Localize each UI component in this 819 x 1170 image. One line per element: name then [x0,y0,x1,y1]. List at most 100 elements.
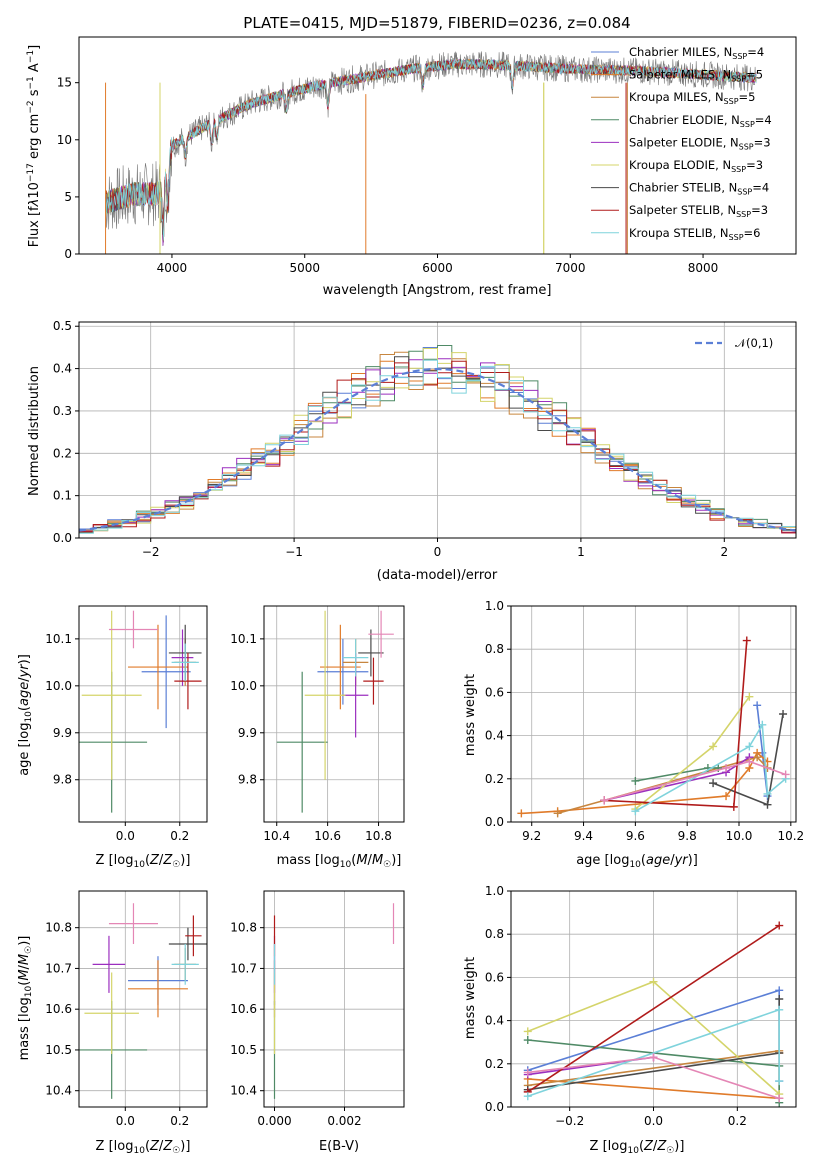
legend-entry: Chabrier ELODIE, NSSP=4 [629,113,772,129]
x-tick-label: 9.4 [574,829,593,843]
x-tick-label: 0.0 [644,1114,663,1128]
x-tick-label: 0.2 [170,1114,189,1128]
legend-count: =4 [755,113,772,127]
panel7-xlabel: E(B-V) [319,1139,359,1154]
weight-marker [753,701,762,710]
panel3-ylabel: age [log10(age/yr)] [17,654,34,776]
weight-marker [745,742,754,751]
weight-marker [631,776,640,785]
weight-marker [523,1092,532,1101]
plot-area [79,345,796,536]
gaussian-curve [79,367,796,532]
legend-sub: SSP [737,188,752,197]
weight-line [634,696,751,810]
y-tick-label: 10.0 [230,679,257,693]
x-tick-label: 9.8 [678,829,697,843]
y-tick-label: 10.4 [45,1084,72,1098]
legend-entry: Salpeter MILES, NSSP=5 [629,68,763,84]
y-tick-label: 10.6 [45,1002,72,1016]
weight-marker [722,764,731,772]
y-tick-label: 10.0 [45,679,72,693]
y-tick-label: 0.0 [485,815,504,829]
legend-entry: Salpeter ELODIE, NSSP=3 [629,135,771,151]
y-tick-label: 15 [57,76,72,90]
y-tick-label: 0.1 [53,489,72,503]
y-tick-label: 5 [64,190,72,204]
panel8-ylabel: mass weight [463,957,478,1039]
panel-3-frame [263,605,405,823]
y-tick-label: 0.2 [485,772,504,786]
y-tick-label: 0.0 [53,531,72,545]
weight-marker [649,1053,658,1062]
weight-marker [775,1005,784,1014]
legend-sub: SSP [732,52,747,61]
panel2-xlabel: (data-model)/error [377,568,498,583]
weight-line [604,760,786,802]
weight-marker [775,995,784,1003]
x-tick-label: 0.0 [116,1114,135,1128]
panel2-ylabel: Normed distribution [27,366,42,496]
legend-count: =4 [747,45,764,59]
legend-entry: Kroupa MILES, NSSP=5 [629,90,755,106]
x-tick-label: 0.002 [327,1114,361,1128]
x-tick-label: 9.2 [522,829,541,843]
panel-2-frame [78,321,797,539]
legend-entry: Kroupa STELIB, NSSP=6 [629,226,760,242]
weight-marker [745,757,754,766]
y-tick-label: 10.1 [230,632,257,646]
weight-marker [523,1068,532,1077]
panel6-xlabel: Z [log10(Z/Z☉)] [96,1139,191,1156]
legend-sub: SSP [729,233,744,242]
weight-marker [553,809,562,818]
legend-entry: Chabrier STELIB, NSSP=4 [629,181,769,197]
weight-marker [742,636,751,645]
panel-7-frame [510,890,797,1108]
weight-marker [745,692,754,701]
legend-sub: SSP [740,120,755,129]
panel-5-frame [78,890,208,1108]
weight-marker [775,986,784,995]
weight-marker [722,792,731,801]
weight-marker [649,977,658,986]
legend-entry: Kroupa ELODIE, NSSP=3 [629,158,763,174]
x-tick-label: 7000 [555,261,586,275]
plot-area [79,903,207,1099]
legend-entry: Salpeter STELIB, NSSP=3 [629,203,768,219]
y-tick-label: 0.2 [53,446,72,460]
legend-count: =3 [751,203,768,217]
weight-marker [523,1036,532,1045]
y-tick-label: 10 [57,133,72,147]
weight-marker [779,710,788,718]
y-tick-label: 9.8 [238,773,257,787]
legend-entry: 𝒩(0,1) [735,336,773,350]
panel4-xlabel: mass [log10(M/M☉)] [277,853,402,870]
model-spectrum-kroupa-stelib [105,59,757,241]
y-tick-label: 0.0 [485,1100,504,1114]
weight-marker [753,753,762,762]
legend-count: =6 [744,226,761,240]
y-tick-label: 0.6 [485,685,504,699]
x-tick-label: 1 [577,545,585,559]
x-tick-label: 10.4 [263,829,290,843]
y-tick-label: 10.8 [45,921,72,935]
y-tick-label: 9.9 [238,726,257,740]
legend-sub: SSP [731,165,746,174]
x-tick-label: 8000 [688,261,719,275]
x-tick-label: 10.8 [365,829,392,843]
x-tick-label: 9.6 [626,829,645,843]
panel5-ylabel: mass weight [463,674,478,756]
residual-histogram-salpeter-stelib [79,360,796,534]
weight-marker [758,720,767,729]
weight-line [557,756,769,815]
y-tick-label: 0.3 [53,404,72,418]
y-tick-label: 10.6 [230,1002,257,1016]
plot-area [517,636,790,818]
panel3-xlabel: Z [log10(Z/Z☉)] [96,853,191,870]
legend-sub: SSP [739,142,754,151]
panel5-xlabel: age [log10(age/yr)] [576,853,698,870]
x-tick-label: 0 [434,545,442,559]
weight-marker [775,1077,784,1086]
y-tick-label: 9.9 [53,726,72,740]
legend-count: =5 [739,90,756,104]
